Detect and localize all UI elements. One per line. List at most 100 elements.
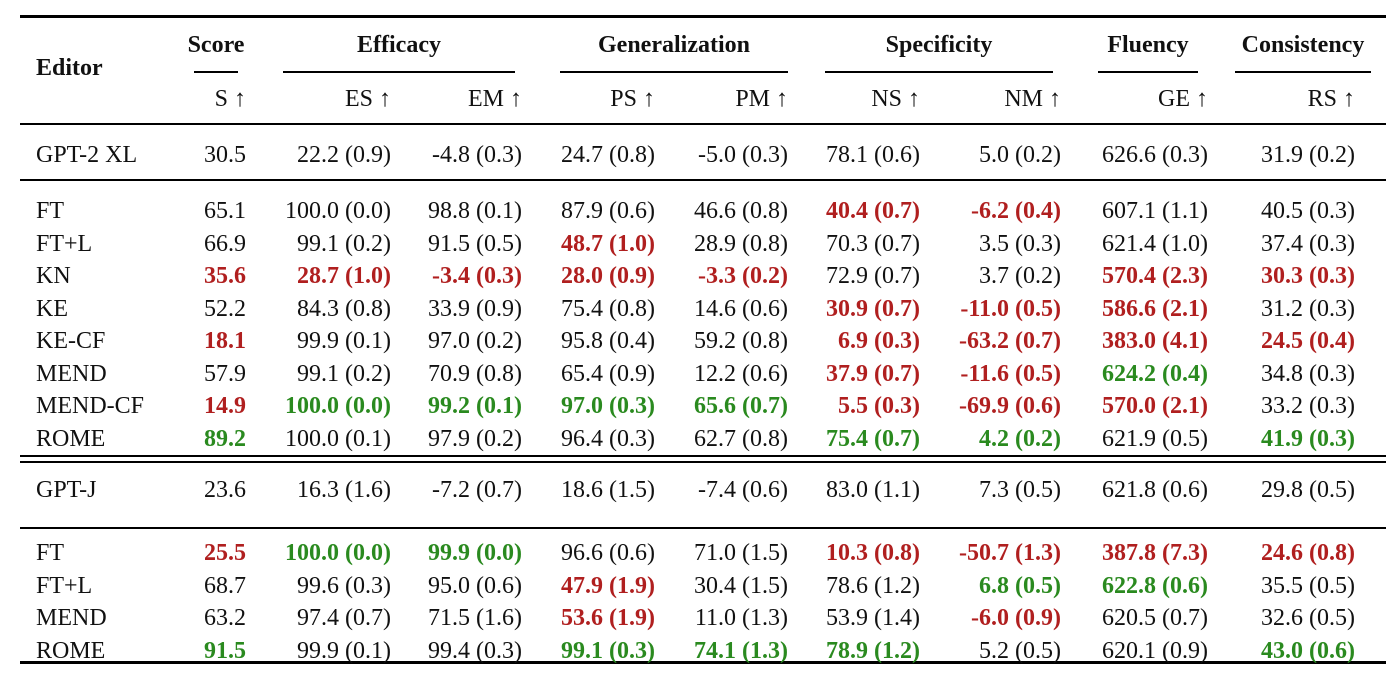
- cell-ps: 24.7 (0.8): [561, 142, 655, 168]
- cell-s: 65.1: [204, 198, 246, 224]
- metric-header-es: ES ↑: [344, 86, 391, 112]
- cell-ps: 48.7 (1.0): [561, 230, 655, 257]
- editor-header: Editor: [36, 55, 103, 81]
- cell-ns: 78.9 (1.2): [826, 637, 920, 664]
- cell-ps: 97.0 (0.3): [561, 393, 655, 419]
- cell-ge: 622.8 (0.6): [1102, 572, 1208, 599]
- editor-name: FT+L: [36, 572, 93, 599]
- cell-ps: 53.6 (1.9): [561, 605, 655, 631]
- generalization-underline: [560, 71, 788, 73]
- cell-em: -3.4 (0.3): [432, 263, 522, 289]
- editor-name: MEND-CF: [36, 393, 145, 419]
- cell-rs: 37.4 (0.3): [1261, 230, 1355, 257]
- cell-ps: 99.1 (0.3): [561, 637, 655, 664]
- cell-rs: 31.2 (0.3): [1261, 295, 1355, 322]
- cell-s: 91.5: [204, 637, 246, 664]
- cell-em: 97.9 (0.2): [428, 425, 522, 452]
- cell-em: 99.2 (0.1): [428, 393, 522, 419]
- cell-ps: 28.0 (0.9): [561, 263, 655, 289]
- cell-ns: 5.5 (0.3): [838, 393, 920, 419]
- cell-es: 99.6 (0.3): [297, 572, 391, 599]
- bottom-rule: [20, 661, 1386, 664]
- editor-name: KE: [36, 295, 68, 322]
- group-header-generalization: Generalization: [598, 32, 750, 58]
- cell-pm: 62.7 (0.8): [694, 425, 788, 452]
- cell-nm: -63.2 (0.7): [959, 328, 1061, 354]
- cell-pm: 14.6 (0.6): [694, 295, 788, 322]
- cell-ge: 570.0 (2.1): [1102, 393, 1208, 419]
- cell-nm: 7.3 (0.5): [979, 477, 1061, 503]
- cell-ns: 83.0 (1.1): [826, 477, 920, 503]
- cell-pm: 65.6 (0.7): [694, 393, 788, 419]
- editor-name: MEND: [36, 360, 107, 387]
- cell-es: 84.3 (0.8): [297, 295, 391, 322]
- cell-ge: 383.0 (4.1): [1102, 328, 1208, 354]
- cell-ns: 6.9 (0.3): [838, 328, 920, 354]
- cell-rs: 24.6 (0.8): [1261, 540, 1355, 566]
- cell-pm: 71.0 (1.5): [694, 540, 788, 566]
- cell-ns: 72.9 (0.7): [826, 263, 920, 289]
- score-underline: [194, 71, 238, 73]
- cell-ps: 96.4 (0.3): [561, 425, 655, 452]
- cell-ge: 626.6 (0.3): [1102, 142, 1208, 168]
- cell-ge: 621.8 (0.6): [1102, 477, 1208, 503]
- cell-nm: 4.2 (0.2): [979, 425, 1061, 452]
- cell-em: 70.9 (0.8): [428, 360, 522, 387]
- cell-ps: 75.4 (0.8): [561, 295, 655, 322]
- cell-rs: 33.2 (0.3): [1261, 393, 1355, 419]
- cell-ns: 53.9 (1.4): [826, 605, 920, 631]
- group-header-fluency: Fluency: [1107, 32, 1189, 58]
- group-header-specificity: Specificity: [885, 32, 993, 58]
- editor-name: KE-CF: [36, 328, 106, 354]
- cell-rs: 29.8 (0.5): [1261, 477, 1355, 503]
- cell-nm: 5.2 (0.5): [979, 637, 1061, 664]
- cell-rs: 24.5 (0.4): [1261, 328, 1355, 354]
- metric-header-nm: NM ↑: [1004, 86, 1061, 112]
- cell-es: 28.7 (1.0): [297, 263, 391, 289]
- cell-es: 16.3 (1.6): [297, 477, 391, 503]
- cell-nm: -11.0 (0.5): [960, 295, 1061, 322]
- cell-ns: 75.4 (0.7): [826, 425, 920, 452]
- cell-pm: 11.0 (1.3): [694, 605, 788, 631]
- cell-ge: 586.6 (2.1): [1102, 295, 1208, 322]
- cell-em: 91.5 (0.5): [428, 230, 522, 257]
- cell-em: 97.0 (0.2): [428, 328, 522, 354]
- cell-rs: 35.5 (0.5): [1261, 572, 1355, 599]
- cell-s: 66.9: [204, 230, 246, 257]
- metric-header-pm: PM ↑: [735, 86, 788, 112]
- cell-es: 100.0 (0.1): [285, 425, 391, 452]
- cell-pm: 12.2 (0.6): [694, 360, 788, 387]
- section-rule-1: [20, 179, 1386, 181]
- consistency-underline: [1235, 71, 1371, 73]
- cell-rs: 30.3 (0.3): [1261, 263, 1355, 289]
- cell-ns: 10.3 (0.8): [826, 540, 920, 566]
- cell-ns: 70.3 (0.7): [826, 230, 920, 257]
- double-rule-bottom: [20, 461, 1386, 463]
- cell-es: 97.4 (0.7): [297, 605, 391, 631]
- cell-em: 71.5 (1.6): [428, 605, 522, 631]
- cell-pm: 30.4 (1.5): [694, 572, 788, 599]
- cell-ps: 87.9 (0.6): [561, 198, 655, 224]
- cell-ge: 607.1 (1.1): [1102, 198, 1208, 224]
- editor-name: GPT-J: [36, 477, 97, 503]
- cell-nm: -69.9 (0.6): [959, 393, 1061, 419]
- cell-ge: 621.4 (1.0): [1102, 230, 1208, 257]
- cell-s: 23.6: [204, 477, 246, 503]
- cell-es: 99.9 (0.1): [297, 328, 391, 354]
- cell-ns: 30.9 (0.7): [826, 295, 920, 322]
- cell-ps: 47.9 (1.9): [561, 572, 655, 599]
- cell-em: 99.4 (0.3): [428, 637, 522, 664]
- cell-rs: 31.9 (0.2): [1261, 142, 1355, 168]
- cell-rs: 41.9 (0.3): [1261, 425, 1355, 452]
- editor-name: FT: [36, 540, 65, 566]
- cell-s: 89.2: [204, 425, 246, 452]
- cell-pm: -3.3 (0.2): [698, 263, 788, 289]
- section-rule-3: [20, 527, 1386, 529]
- cell-s: 57.9: [204, 360, 246, 387]
- editor-name: ROME: [36, 637, 106, 664]
- cell-nm: 6.8 (0.5): [979, 572, 1061, 599]
- cell-s: 18.1: [204, 328, 246, 354]
- cell-nm: -11.6 (0.5): [960, 360, 1061, 387]
- cell-em: 95.0 (0.6): [428, 572, 522, 599]
- cell-ps: 95.8 (0.4): [561, 328, 655, 354]
